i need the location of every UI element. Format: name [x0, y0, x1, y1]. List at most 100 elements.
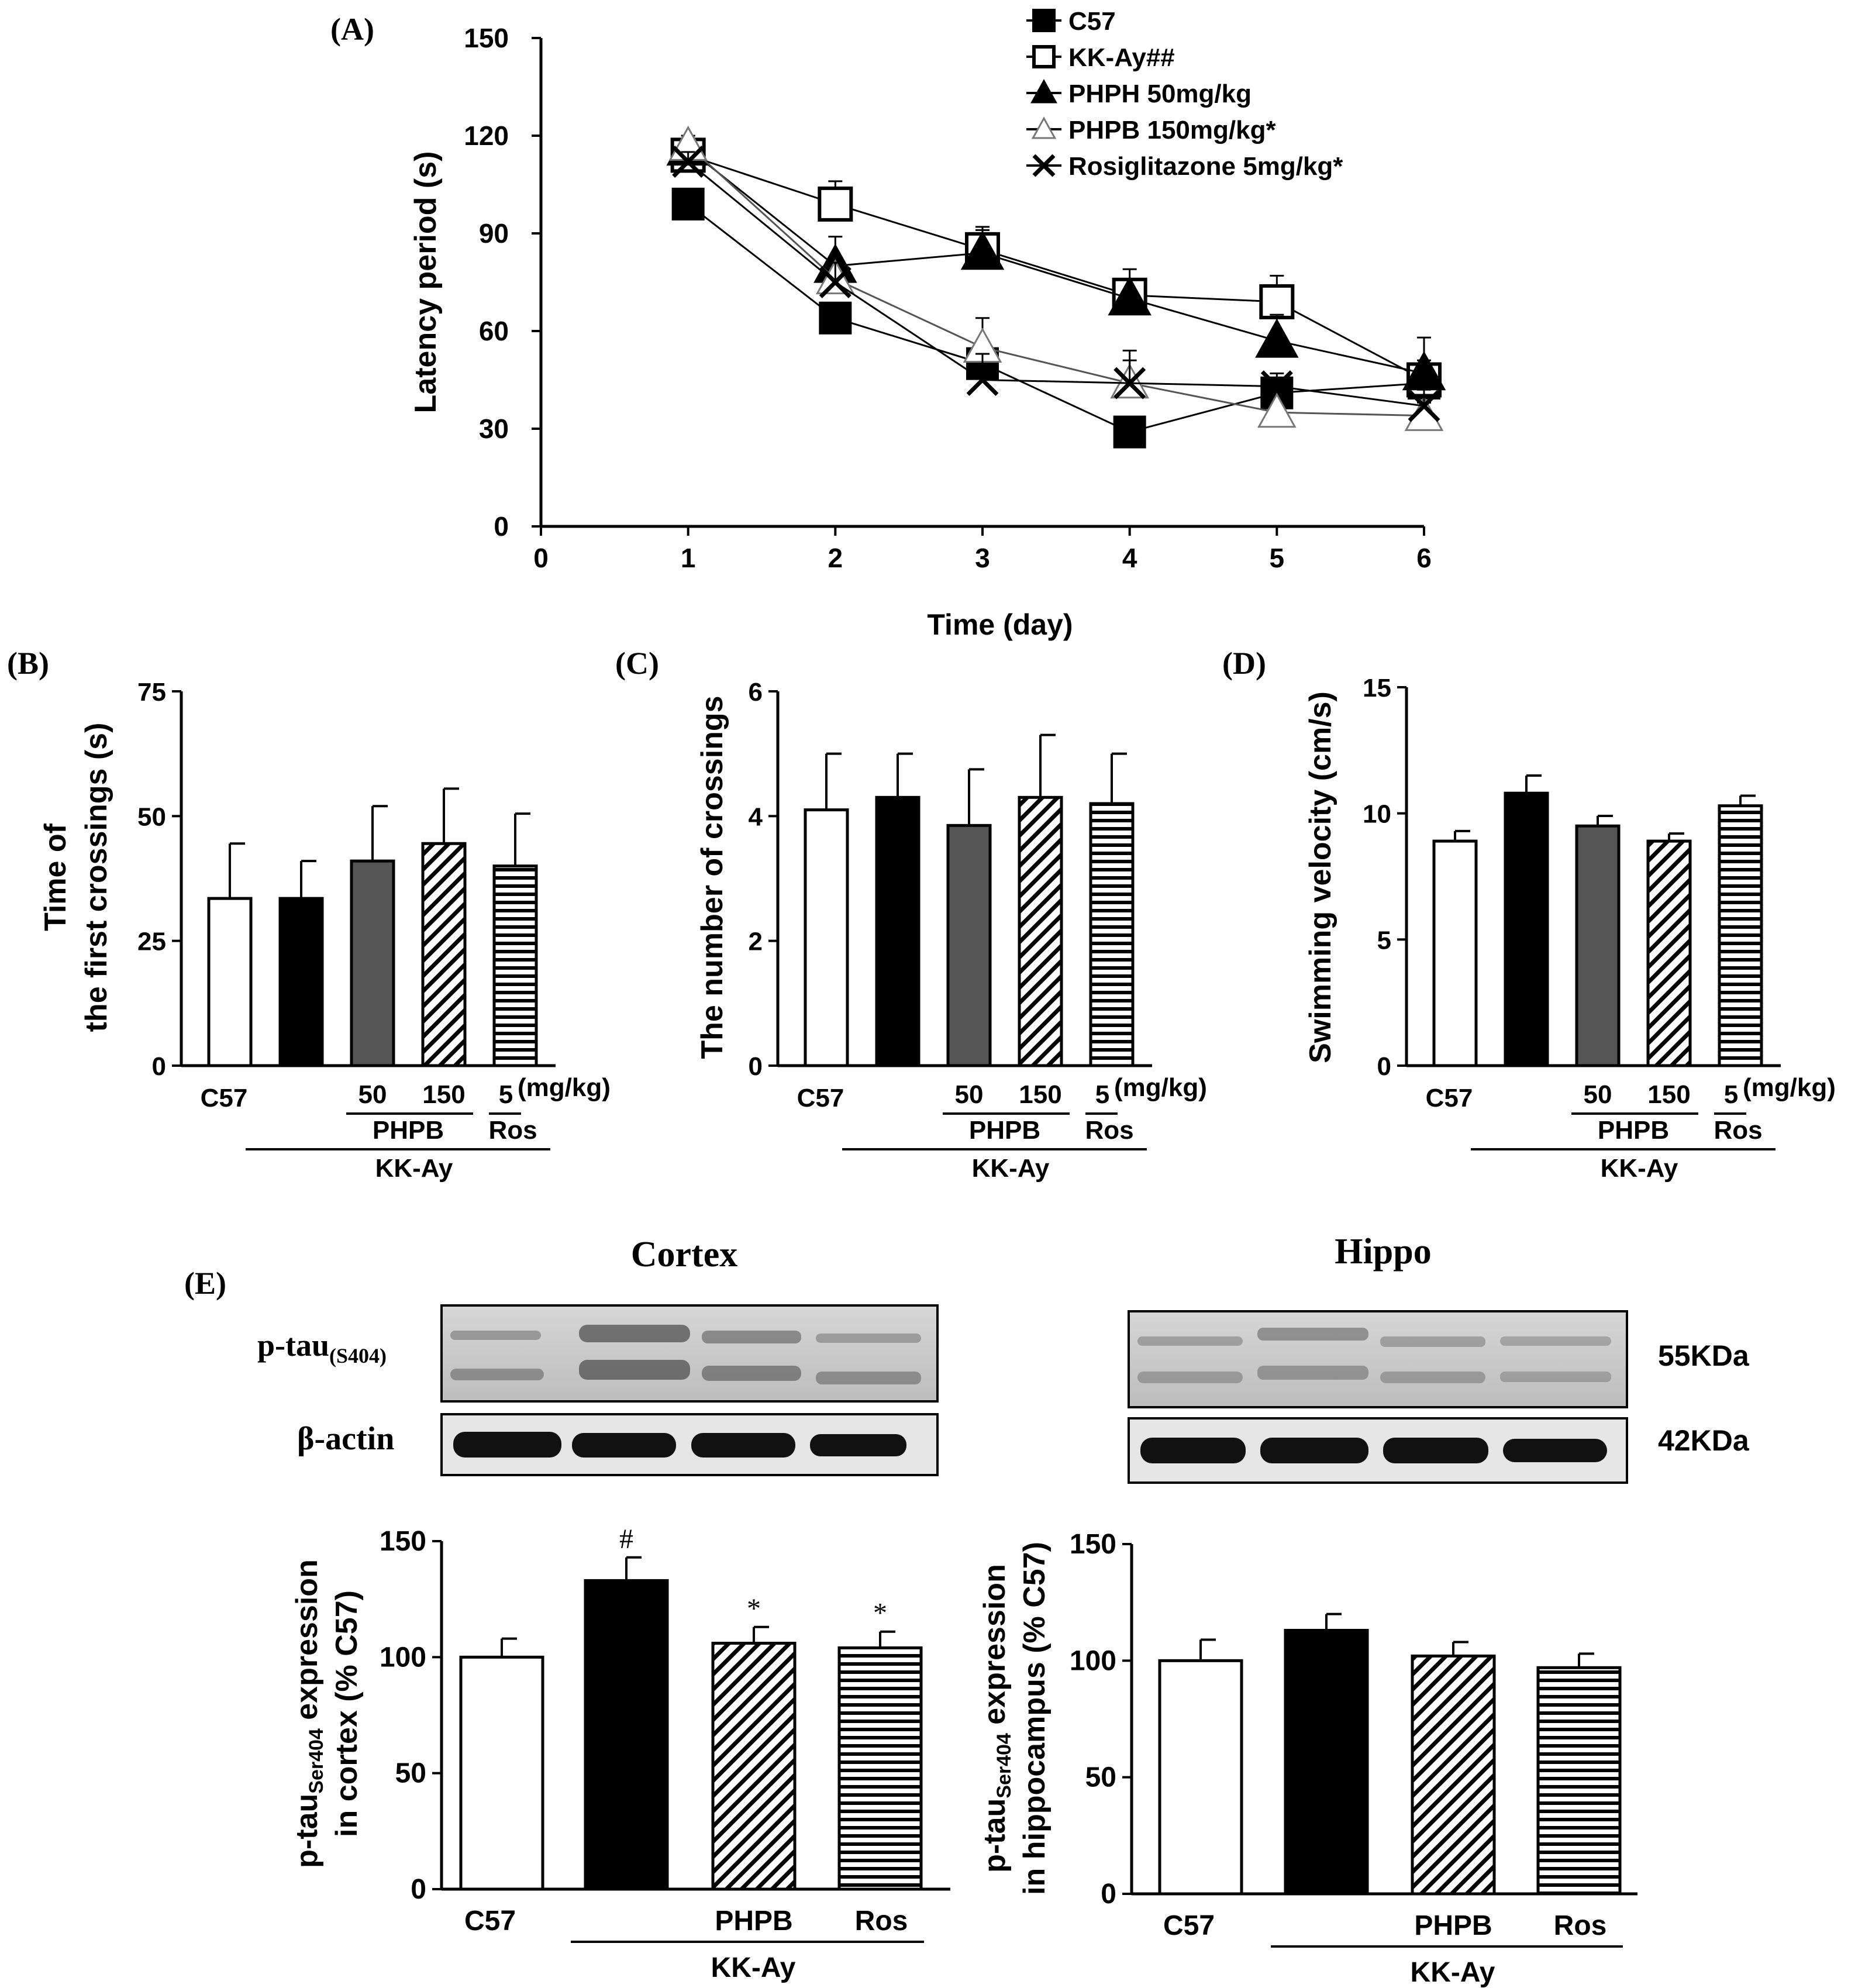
series-4-a — [672, 146, 1440, 422]
bar — [1432, 839, 1478, 1067]
y-tick-label-a: 150 — [464, 23, 509, 53]
bar-chart-e-hippo: 0 50 100 150 C57 PHPB Ros KK-Ay p-tauSer404 expr… — [978, 1529, 1637, 1988]
y-tick-label-a: 120 — [464, 120, 509, 151]
x-tick-label-a: 5 — [1270, 543, 1285, 573]
western-blots: Cortex Hippo p-tau(S404) β-actin — [257, 1232, 1750, 1484]
data-point-a — [672, 146, 705, 178]
bar — [1018, 795, 1063, 1067]
y-tick-label: 75 — [137, 678, 166, 707]
y-axis-title-line2: in hippocampus (% C57) — [1018, 1542, 1052, 1895]
y-tick-label: 15 — [1363, 674, 1391, 702]
x-label-dose-5: 5 — [1724, 1080, 1738, 1109]
bar — [875, 795, 921, 1067]
series-line-a — [688, 154, 1425, 381]
panel-label-e: (E) — [184, 1266, 226, 1301]
bar — [1536, 1666, 1622, 1896]
x-label-dose-50: 50 — [1584, 1080, 1612, 1109]
bar — [421, 842, 467, 1067]
panel-label-c: (C) — [615, 646, 659, 681]
bar — [711, 1642, 797, 1891]
x-label-dose-150: 150 — [1647, 1080, 1690, 1109]
y-tick-label-a: 0 — [494, 511, 509, 542]
y-tick-label: 0 — [1377, 1052, 1391, 1081]
legend-marker-a — [1032, 154, 1056, 177]
x-label-dose-5: 5 — [499, 1080, 513, 1109]
y-tick-label: 6 — [749, 678, 763, 707]
series-line-a — [687, 144, 1425, 417]
bar — [804, 808, 849, 1067]
data-point-a — [1260, 370, 1293, 403]
data-point-a — [1259, 284, 1295, 319]
significance-marker: * — [747, 1593, 761, 1624]
y-tick-label: 5 — [1377, 926, 1391, 955]
x-tick-label-a: 6 — [1416, 543, 1432, 573]
x-label-c57: C57 — [1163, 1910, 1215, 1941]
x-tick-label-a: 3 — [975, 543, 990, 573]
blot-title-hippo: Hippo — [1335, 1232, 1431, 1272]
blot-kda-actin: 42KDa — [1658, 1424, 1750, 1457]
legend-marker-a — [1032, 45, 1056, 68]
y-tick-label: 50 — [395, 1758, 426, 1789]
data-point-a — [1108, 276, 1152, 316]
bar-chart-e-cortex: 0 50 100 150 # * * C57 PHPB Ros KK-Ay p-tauSer404 e… — [290, 1524, 950, 1983]
y-axis-title-line1: p-tauSer404 expression — [978, 1564, 1015, 1873]
x-label-c57: C57 — [464, 1906, 516, 1937]
blot-label-actin: β-actin — [297, 1421, 394, 1457]
x-label-ros: Ros — [488, 1116, 537, 1145]
x-label-kkay: KK-Ay — [972, 1154, 1050, 1183]
y-tick-label: 0 — [749, 1052, 763, 1081]
x-label-dose-50: 50 — [358, 1080, 387, 1109]
y-tick-label: 0 — [411, 1874, 426, 1905]
blot-cortex-ptau — [440, 1304, 939, 1403]
y-tick-label: 0 — [152, 1052, 166, 1081]
x-label-phpb: PHPB — [1414, 1910, 1492, 1941]
panel-label-d: (D) — [1222, 646, 1266, 681]
series-line-a — [687, 161, 1425, 407]
series-line-a — [687, 148, 1425, 374]
x-label-c57: C57 — [201, 1084, 248, 1112]
x-label-c57: C57 — [797, 1084, 844, 1112]
x-label-ros: Ros — [855, 1906, 908, 1937]
x-label-phpb: PHPB — [373, 1116, 444, 1145]
data-point-a — [1257, 392, 1297, 428]
data-point-a — [1113, 415, 1146, 449]
legend-label-a: PHPB 150mg/kg* — [1068, 116, 1276, 144]
legend-label-a: PHPH 50mg/kg — [1068, 80, 1252, 108]
y-tick-label: 25 — [137, 928, 166, 956]
x-label-ros: Ros — [1554, 1910, 1607, 1941]
bar — [584, 1579, 669, 1891]
y-tick-label: 50 — [137, 802, 166, 831]
y-tick-label: 2 — [749, 928, 763, 956]
blot-title-cortex: Cortex — [631, 1235, 737, 1274]
legend-marker-a — [1032, 9, 1056, 32]
y-axis-title-a: Latency period (s) — [409, 151, 443, 414]
series-line-a — [687, 203, 1425, 433]
x-tick-label-a: 1 — [681, 543, 696, 573]
blot-cortex-actin — [440, 1413, 939, 1476]
bar-chart-c: 0 2 4 6 C57 50 150 5 (mg/kg) PHPB Ros KK-Ay The numb… — [695, 678, 1207, 1183]
x-label-unit: (mg/kg) — [1743, 1073, 1836, 1102]
blot-hippo-ptau — [1128, 1310, 1628, 1408]
x-label-dose-150: 150 — [1019, 1080, 1061, 1109]
y-tick-label: 150 — [380, 1526, 426, 1557]
bar — [1089, 802, 1135, 1067]
x-tick-label-a: 2 — [828, 543, 843, 573]
y-tick-label: 0 — [1101, 1879, 1116, 1910]
x-label-dose-150: 150 — [422, 1080, 465, 1109]
x-label-kkay: KK-Ay — [375, 1154, 453, 1183]
data-point-a — [818, 186, 853, 222]
data-point-a — [960, 230, 1005, 270]
bar — [1158, 1659, 1243, 1896]
significance-marker: # — [619, 1524, 633, 1555]
bar — [1504, 791, 1549, 1067]
y-axis-title-b-1: Time of — [39, 823, 73, 931]
bar — [1575, 824, 1621, 1067]
data-point-a — [1113, 367, 1146, 399]
data-point-a — [671, 187, 705, 220]
x-label-phpb: PHPB — [969, 1116, 1040, 1145]
x-label-unit: (mg/kg) — [1114, 1073, 1207, 1102]
y-tick-label: 100 — [1070, 1645, 1116, 1676]
y-tick-label: 10 — [1363, 800, 1391, 829]
